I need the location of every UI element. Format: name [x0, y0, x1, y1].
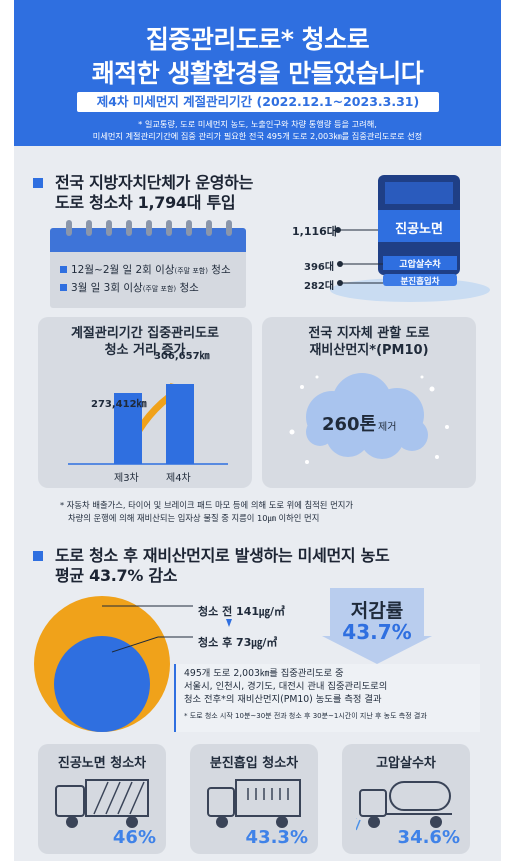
header-note-line2: 미세먼지 계절관리기간에 집중 관리가 필요한 전국 495개 도로 2,003…: [92, 131, 423, 141]
reduction-rate-value: 43.7%: [342, 620, 412, 644]
header-banner: 집중관리도로* 청소로 쾌적한 생활환경을 만들었습니다 제4차 미세먼지 계절…: [14, 0, 501, 146]
dust-suction-truck-icon: [207, 779, 301, 828]
after-row: 청소 후 73㎍/㎥: [198, 634, 277, 650]
calendar-ring: [206, 220, 212, 236]
calendar-ring: [166, 220, 172, 236]
dust-panel: 전국 지자체 관할 도로 재비산먼지*(PM10) 260톤 제거: [262, 317, 476, 488]
section1-title-line1: 전국 지방자치단체가 운영하는: [55, 173, 254, 192]
truck-type-suction: 분진흡입차: [400, 277, 440, 287]
card-title: 분진흡입 청소차: [209, 756, 299, 771]
dust-panel-title-line1: 전국 지자체 관할 도로: [308, 326, 430, 341]
calendar-ring: [106, 220, 112, 236]
calendar-ring: [86, 220, 92, 236]
after-label: 청소 후: [198, 636, 233, 649]
after-value: 73㎍/㎥: [236, 636, 278, 649]
calendar-item1-main: 12월~2월 일 2회 이상: [71, 264, 175, 276]
dust-amount: 260톤: [322, 414, 377, 435]
info-line1: 495개 도로 2,003㎞를 집중관리도로 중: [184, 668, 344, 679]
reduction-arrow: [322, 588, 432, 664]
footnote-line1: * 자동차 배출가스, 타이어 및 브레이크 패드 마모 등에 의해 도로 위에…: [60, 500, 353, 510]
card-percent: 46%: [112, 827, 156, 848]
dust-panel-title-line2: 재비산먼지*(PM10): [309, 343, 429, 358]
calendar-ring: [226, 220, 232, 236]
vacuum-truck-icon: [55, 779, 149, 828]
bar-4th: [166, 384, 194, 464]
water-spray-truck-icon: [356, 781, 452, 831]
cleaning-truck-illustration: [330, 175, 490, 302]
calendar-item1: 12월~2월 일 2회 이상(주말 포함) 청소: [71, 262, 231, 277]
calendar-item2: 3월 일 3회 이상(주말 포함) 청소: [71, 280, 199, 295]
calendar-item2-tail: 청소: [179, 282, 199, 294]
card-vacuum: 진공노면 청소차 46%: [38, 744, 166, 854]
calendar-ring: [186, 220, 192, 236]
calendar-item1-tail: 청소: [211, 264, 231, 276]
main-title-line1: 집중관리도로* 청소로: [145, 25, 370, 54]
bar-3rd: [114, 393, 142, 464]
distance-panel: 계절관리기간 집중관리도로 청소 거리 증가 273,412㎞ 제3차 제4차: [38, 317, 252, 488]
footnote-line2: 차량의 운행에 의해 재비산되는 입자상 물질 중 지름이 10㎛ 이하인 먼지: [68, 513, 320, 523]
distance-panel-title-line1: 계절관리기간 집중관리도로: [70, 326, 220, 341]
truck-count-spray: 396대: [304, 262, 335, 273]
calendar-ring: [126, 220, 132, 236]
calendar-item2-small: (주말 포함): [142, 285, 177, 293]
section-marker: [33, 178, 43, 188]
bullet-square: [60, 266, 67, 273]
card-percent: 34.6%: [397, 827, 460, 848]
measurement-info-box: [174, 664, 480, 732]
concentration-circles: [34, 596, 232, 732]
truck-count-vacuum: 1,116대: [292, 225, 337, 238]
section2-title-line2: 평균 43.7% 감소: [55, 566, 178, 585]
section-marker: [33, 551, 43, 561]
calendar-ring: [66, 220, 72, 236]
info-note: * 도로 청소 시작 10분~30분 전과 청소 후 30분~1시간이 지난 후…: [184, 712, 427, 720]
card-percent: 43.3%: [245, 827, 308, 848]
distance-panel-title-line2: 청소 거리 증가: [104, 343, 186, 358]
card-title: 고압살수차: [376, 756, 436, 771]
header-note-line1: * 일교통량, 도로 미세먼지 농도, 노출인구와 차량 통행량 등을 고려해,: [138, 119, 377, 129]
bar-4th-value-text: 306,657㎞: [154, 351, 210, 362]
card-water-spray: 고압살수차 34.6%: [342, 744, 470, 854]
before-row: 청소 전 141㎍/㎥: [198, 603, 285, 619]
section1-title-line2: 도로 청소차 1,794대 투입: [55, 193, 236, 212]
info-line2: 서울시, 인천시, 경기도, 대전시 관내 집중관리도로의: [184, 681, 388, 692]
bar-3rd-label: 제3차: [114, 473, 139, 484]
calendar-ring: [146, 220, 152, 236]
bar-4th-label: 제4차: [166, 473, 191, 484]
bar-3rd-value: 273,412㎞: [91, 399, 147, 410]
truck-count-suction: 282대: [304, 281, 335, 292]
truck-type-spray: 고압살수차: [399, 260, 441, 270]
info-line3: 청소 전후*의 재비산먼지(PM10) 농도를 측정 결과: [184, 694, 382, 705]
bullet-square: [60, 284, 67, 291]
dust-amount-suffix: 제거: [378, 422, 397, 433]
main-title-line2: 쾌적한 생활환경을 만들었습니다: [91, 59, 424, 88]
card-title: 진공노면 청소차: [57, 756, 147, 771]
calendar-item2-main: 3월 일 3회 이상: [71, 282, 143, 294]
reduction-rate-label: 저감률: [350, 600, 404, 622]
section2-title-line1: 도로 청소 후 재비산먼지로 발생하는 미세먼지 농도: [55, 546, 390, 565]
before-label: 청소 전: [198, 605, 233, 618]
calendar-item1-small: (주말 포함): [174, 267, 208, 275]
truck-type-vacuum: 진공노면: [395, 222, 443, 237]
before-value: 141㎍/㎥: [236, 605, 286, 618]
card-dust-suction: 분진흡입 청소차 43.3%: [190, 744, 318, 854]
dust-cloud-icon: [289, 373, 449, 464]
period-badge: 제4차 미세먼지 계절관리기간 (2022.12.1~2023.3.31): [77, 92, 439, 112]
